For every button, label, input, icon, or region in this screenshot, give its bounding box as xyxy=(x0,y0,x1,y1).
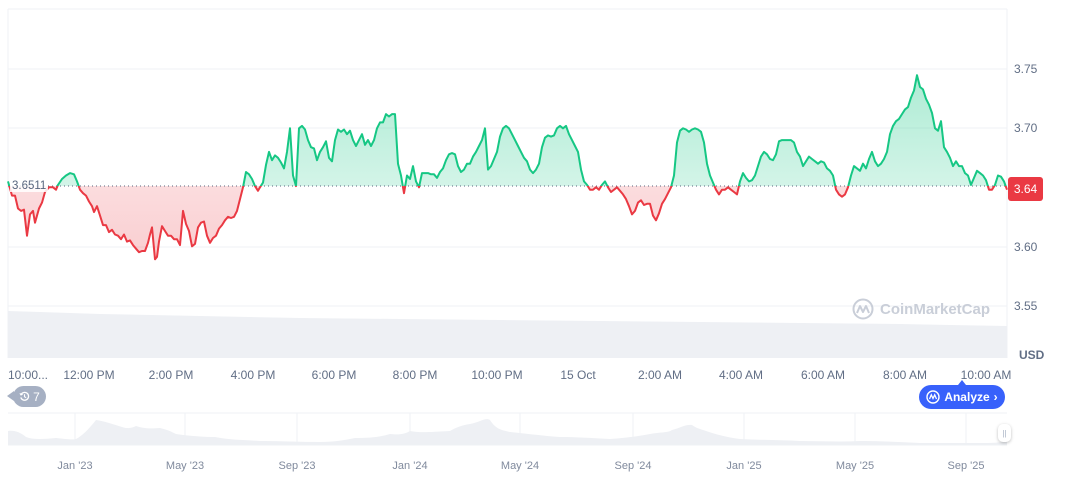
x-tick-label: 15 Oct xyxy=(560,368,596,382)
chevron-right-icon: › xyxy=(993,390,998,404)
history-count: 7 xyxy=(33,389,40,404)
coinmarketcap-logo-icon xyxy=(852,298,874,320)
analyze-button[interactable]: Analyze › xyxy=(919,380,1005,409)
price-area-down xyxy=(8,186,1007,260)
navigator-tick-label: Jan '24 xyxy=(392,460,428,472)
navigator-area xyxy=(8,419,1007,445)
navigator-tick-label: May '24 xyxy=(500,460,540,472)
x-tick-label: 6:00 AM xyxy=(800,368,846,382)
navigator-tick-label: May '23 xyxy=(165,460,205,472)
y-tick-3.70: 3.70 xyxy=(1014,121,1038,135)
watermark-text: CoinMarketCap xyxy=(880,300,991,318)
price-line-down xyxy=(8,186,1008,261)
start-price-label: 3.6511 xyxy=(10,180,49,192)
price-line-up xyxy=(7,74,1007,186)
x-tick-label: 6:00 PM xyxy=(311,368,357,382)
navigator-handle[interactable]: || xyxy=(998,424,1011,442)
history-clock-icon xyxy=(19,391,30,401)
x-tick-label: 4:00 AM xyxy=(718,368,764,382)
y-tick-3.60: 3.60 xyxy=(1014,240,1038,254)
analyze-ai-icon xyxy=(926,390,941,404)
x-tick-label: 10:00... xyxy=(7,368,49,382)
navigator-tick-label: Sep '24 xyxy=(614,460,652,472)
x-tick-label: 4:00 PM xyxy=(230,368,276,382)
navigator-tick-label: May '25 xyxy=(835,460,875,472)
price-area-up xyxy=(8,75,1007,186)
current-price-badge: 3.64 xyxy=(1008,177,1043,201)
navigator-tick-label: Sep '23 xyxy=(278,460,316,472)
x-tick-label: 10:00 AM xyxy=(960,368,1012,382)
currency-label: USD xyxy=(1019,348,1045,362)
navigator-tick-label: Sep '25 xyxy=(947,460,985,472)
coinmarketcap-watermark: CoinMarketCap xyxy=(852,298,990,320)
x-tick-label: 8:00 AM xyxy=(882,368,928,382)
volume-area xyxy=(8,311,1007,358)
navigator-tick-label: Jan '25 xyxy=(726,460,762,472)
y-tick-3.55: 3.55 xyxy=(1014,299,1038,313)
x-tick-label: 2:00 PM xyxy=(148,368,194,382)
x-tick-label: 2:00 AM xyxy=(637,368,683,382)
x-tick-label: 10:00 PM xyxy=(471,368,523,382)
x-tick-label: 8:00 PM xyxy=(392,368,438,382)
history-badge[interactable]: 7 xyxy=(7,386,46,407)
navigator[interactable] xyxy=(8,412,1007,446)
navigator-tick-label: Jan '23 xyxy=(57,460,93,472)
x-tick-label: 12:00 PM xyxy=(63,368,115,382)
analyze-label: Analyze xyxy=(944,390,990,404)
y-tick-3.75: 3.75 xyxy=(1014,62,1038,76)
